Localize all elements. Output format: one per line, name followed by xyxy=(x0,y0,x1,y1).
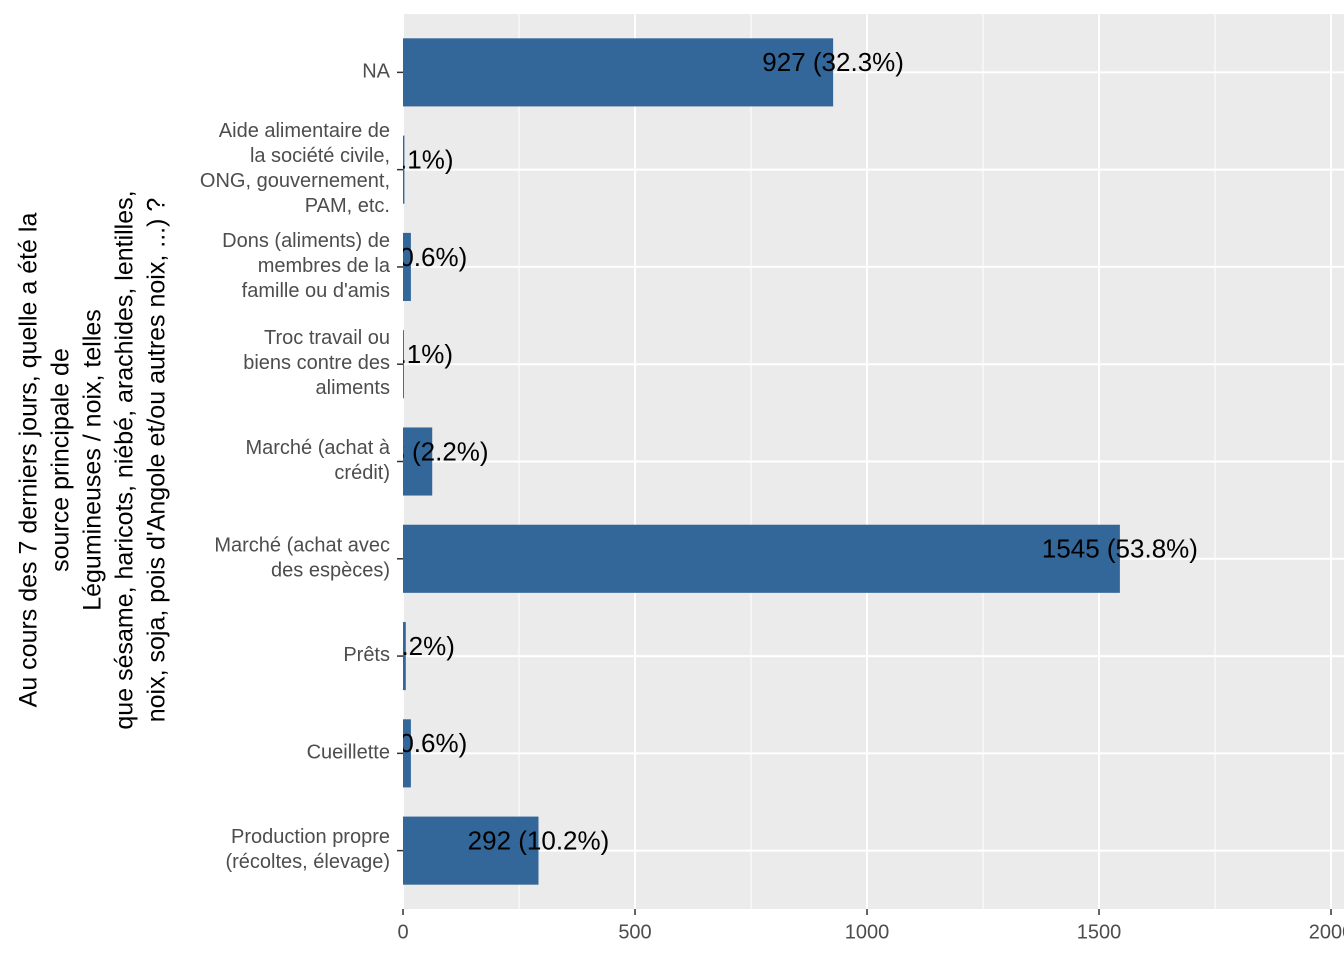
x-tick-label: 1000 xyxy=(845,921,890,943)
value-label: 927 (32.3%) xyxy=(762,47,904,77)
bar xyxy=(403,330,404,399)
y-axis-title: Au cours des 7 derniers jours, quelle a … xyxy=(15,213,43,708)
y-tick-label: Dons (aliments) de membres de la famille o… xyxy=(222,230,391,302)
value-label: 6 (0.2%) xyxy=(357,631,455,661)
y-tick-label: Aide alimentaire de la société civile, ONG… xyxy=(200,120,390,217)
x-tick-label: 2000 xyxy=(1309,921,1344,943)
x-tick-label: 500 xyxy=(618,921,651,943)
y-axis-title: source principale de xyxy=(47,348,75,572)
y-tick-label: NA xyxy=(362,61,390,83)
bar xyxy=(403,816,539,885)
x-tick-label: 1500 xyxy=(1077,921,1122,943)
value-label: 3 (0.1%) xyxy=(355,145,453,175)
bar xyxy=(403,38,834,107)
bar xyxy=(403,622,406,691)
y-tick-label: Troc travail ou biens contre des aliments xyxy=(243,327,390,399)
y-axis-title: Légumineuses / noix, telles xyxy=(79,309,107,611)
value-label: 1545 (53.8%) xyxy=(1042,534,1198,564)
x-tick-label: 0 xyxy=(397,921,408,943)
value-label: 17 (0.6%) xyxy=(355,242,468,272)
value-label: 2 (0.1%) xyxy=(355,339,453,369)
value-label: 63 (2.2%) xyxy=(376,436,489,466)
y-tick-label: Cueillette xyxy=(307,742,390,764)
axes: 0 500 1000 1500 2000 NA Aide alimentaire dela … xyxy=(15,61,1344,944)
value-label: 292 (10.2%) xyxy=(468,826,610,856)
y-tick-label: Marché (achat avec des espèces) xyxy=(214,535,390,582)
y-tick-label: Prêts xyxy=(343,644,390,666)
bar xyxy=(403,232,411,301)
value-labels: 927 (32.3%) 3 (0.1%) 17 (0.6%) 2 (0.1%) 63 (… xyxy=(355,47,1198,856)
bars xyxy=(403,38,1120,885)
bar xyxy=(403,524,1120,593)
y-tick-label: Production propre (récoltes, élevage) xyxy=(225,826,390,873)
y-tick-label: Marché (achat à crédit) xyxy=(245,437,390,484)
value-label: 17 (0.6%) xyxy=(355,728,468,758)
bar xyxy=(403,427,433,496)
bar xyxy=(403,719,411,788)
bar xyxy=(403,135,405,204)
y-axis-title: noix, soja, pois d'Angole et/ou autres n… xyxy=(143,198,171,723)
y-axis-title: que sésame, haricots, niébé, arachides, … xyxy=(111,190,139,729)
